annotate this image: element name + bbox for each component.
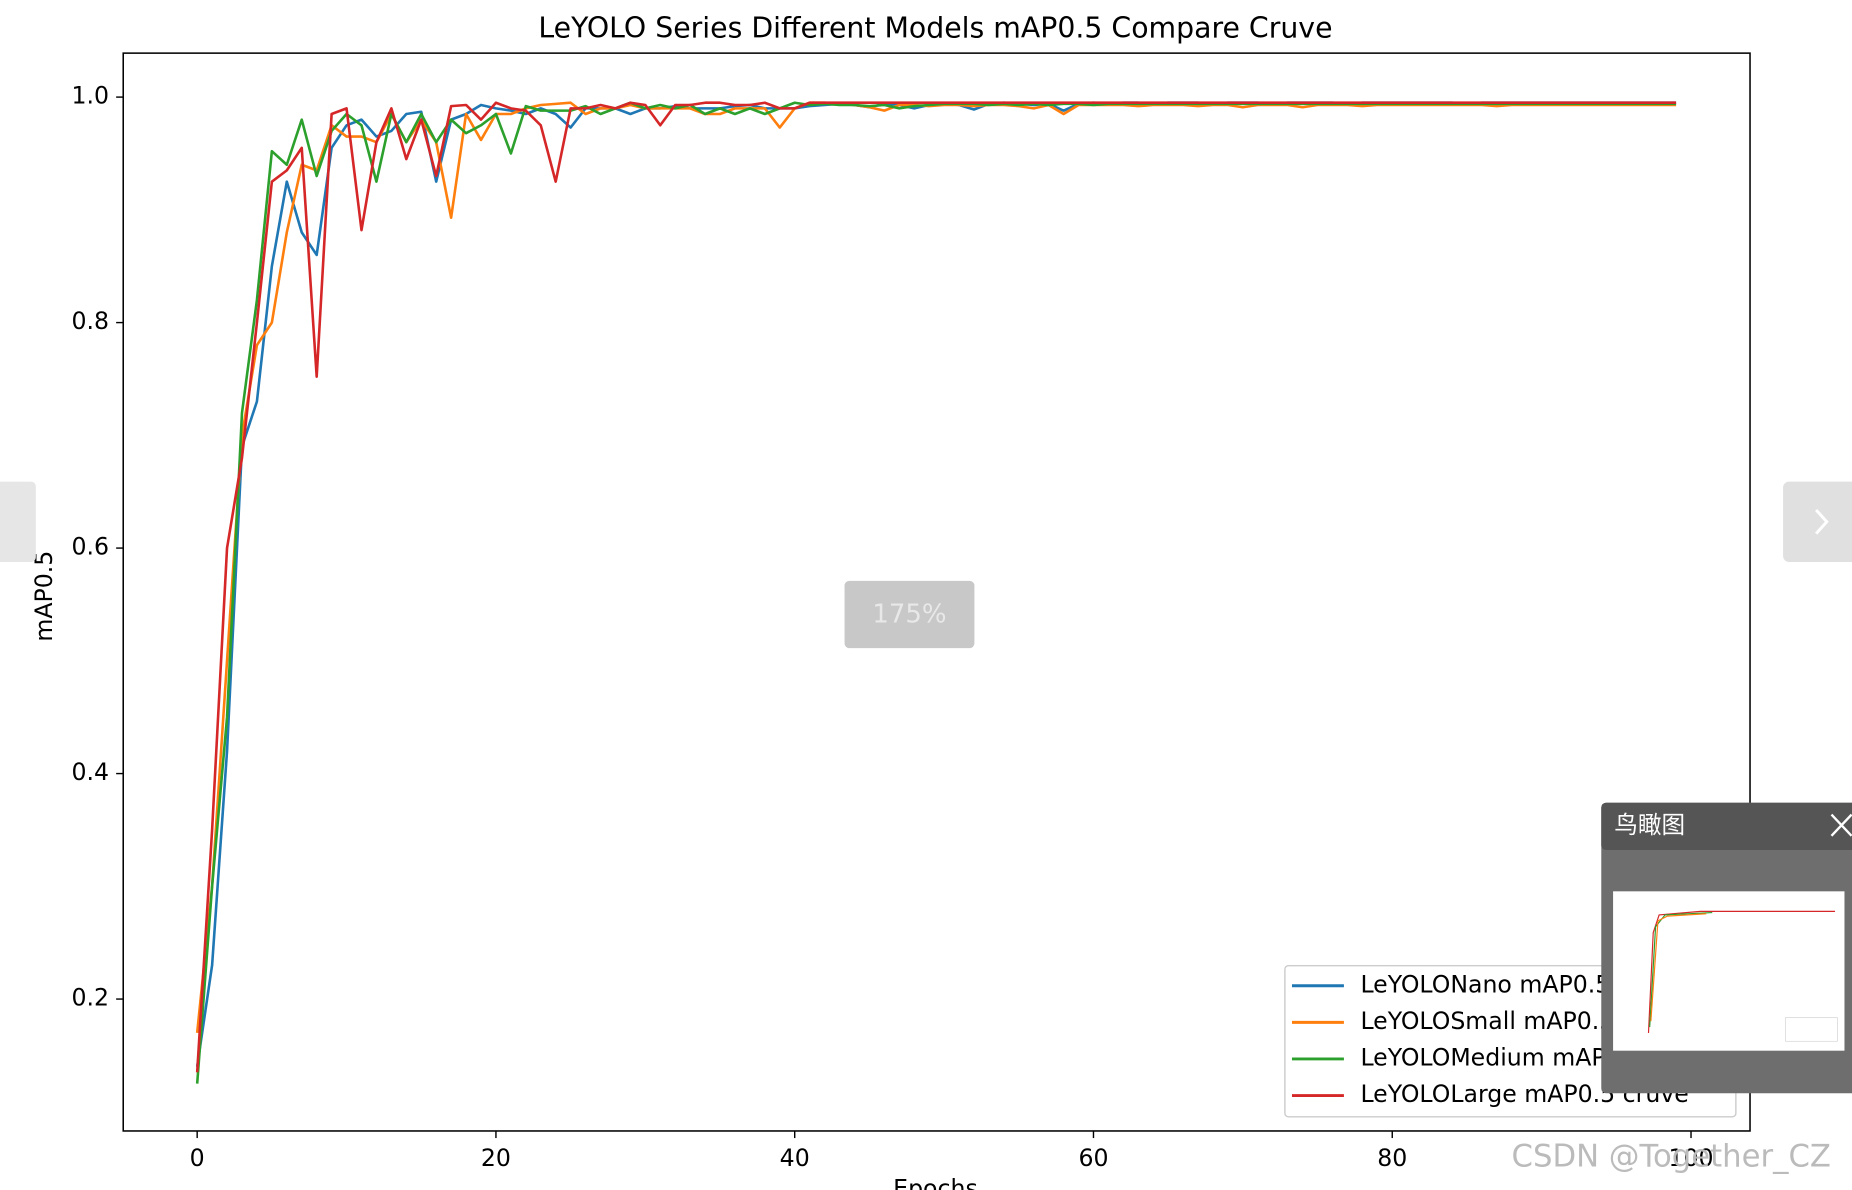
x-tick-label: 20	[481, 1144, 511, 1172]
thumbnail-line	[1650, 913, 1707, 1022]
prev-button[interactable]	[0, 481, 36, 562]
y-tick-label: 1.0	[72, 82, 110, 110]
y-tick-label: 0.4	[72, 758, 110, 786]
thumbnail-legend	[1785, 1017, 1838, 1042]
x-tick-label: 60	[1078, 1144, 1108, 1172]
x-tick-label: 100	[1668, 1144, 1713, 1172]
x-tick-label: 40	[780, 1144, 810, 1172]
y-tick-label: 0.2	[72, 984, 110, 1012]
watermark: CSDN @Together_CZ	[1512, 1140, 1831, 1175]
plot-area: 0.2 0.4 0.6 0.8 1.0 0 20 40 60 80 100	[72, 82, 1714, 1172]
x-tick-label: 0	[190, 1144, 205, 1172]
thumbnail-line	[1649, 911, 1713, 1028]
overview-thumbnail[interactable]	[1613, 891, 1845, 1051]
series-line	[195, 101, 1677, 1073]
thumbnail-line	[1647, 910, 1836, 1034]
y-axis-label: mAP0.5	[30, 551, 58, 642]
next-chevron[interactable]	[1815, 509, 1829, 535]
zoom-text: 175%	[872, 600, 946, 630]
zoom-badge	[844, 580, 975, 649]
chart-title: LeYOLO Series Different Models mAP0.5 Co…	[538, 12, 1332, 45]
x-tick-label: 80	[1377, 1144, 1407, 1172]
next-button-bg[interactable]	[1783, 481, 1852, 562]
overview-header	[1601, 802, 1852, 850]
y-tick-label: 0.6	[72, 533, 110, 561]
prev-button-bg[interactable]	[0, 481, 36, 562]
next-button[interactable]	[1783, 481, 1852, 562]
y-tick-label: 0.8	[72, 307, 110, 335]
overview-close[interactable]	[1830, 813, 1852, 837]
axes-frame	[122, 52, 1751, 1132]
overview-title: 鸟瞰图	[1614, 811, 1685, 839]
x-axis-label: Epochs	[893, 1175, 978, 1190]
overview-panel: 鸟瞰图	[1601, 802, 1852, 1094]
